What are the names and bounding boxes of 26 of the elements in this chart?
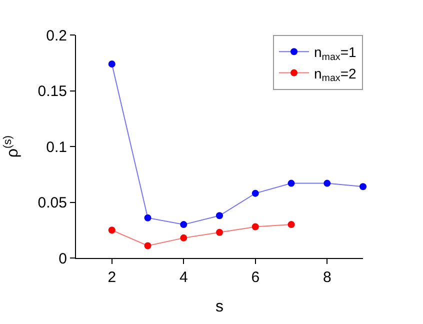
point [144, 214, 152, 222]
point [108, 226, 116, 234]
point [180, 234, 188, 242]
y-tick-label: 0.05 [38, 194, 67, 212]
point [252, 223, 259, 230]
x-tick-label: 6 [251, 269, 260, 286]
x-tick-label: 2 [108, 269, 116, 286]
x-tick-label: 8 [322, 269, 332, 286]
point [108, 60, 116, 68]
y-tick-label: 0.15 [38, 83, 67, 100]
point [288, 221, 295, 228]
legend-label: n$_{max}$=1 [314, 44, 356, 63]
point [180, 221, 188, 228]
y-tick-label: 0.1 [46, 138, 67, 156]
legend-label: n$_{max}$=2 [314, 65, 356, 84]
point [144, 242, 152, 250]
point [324, 180, 331, 187]
point [288, 180, 295, 187]
x-tick-label: 4 [179, 269, 188, 286]
y-tick-label: 0 [58, 250, 67, 268]
point [360, 183, 366, 190]
x-axis-title: s [216, 298, 224, 316]
point [216, 212, 223, 220]
point [252, 190, 259, 197]
y-tick-label: 0.2 [46, 27, 67, 44]
point [216, 228, 223, 236]
